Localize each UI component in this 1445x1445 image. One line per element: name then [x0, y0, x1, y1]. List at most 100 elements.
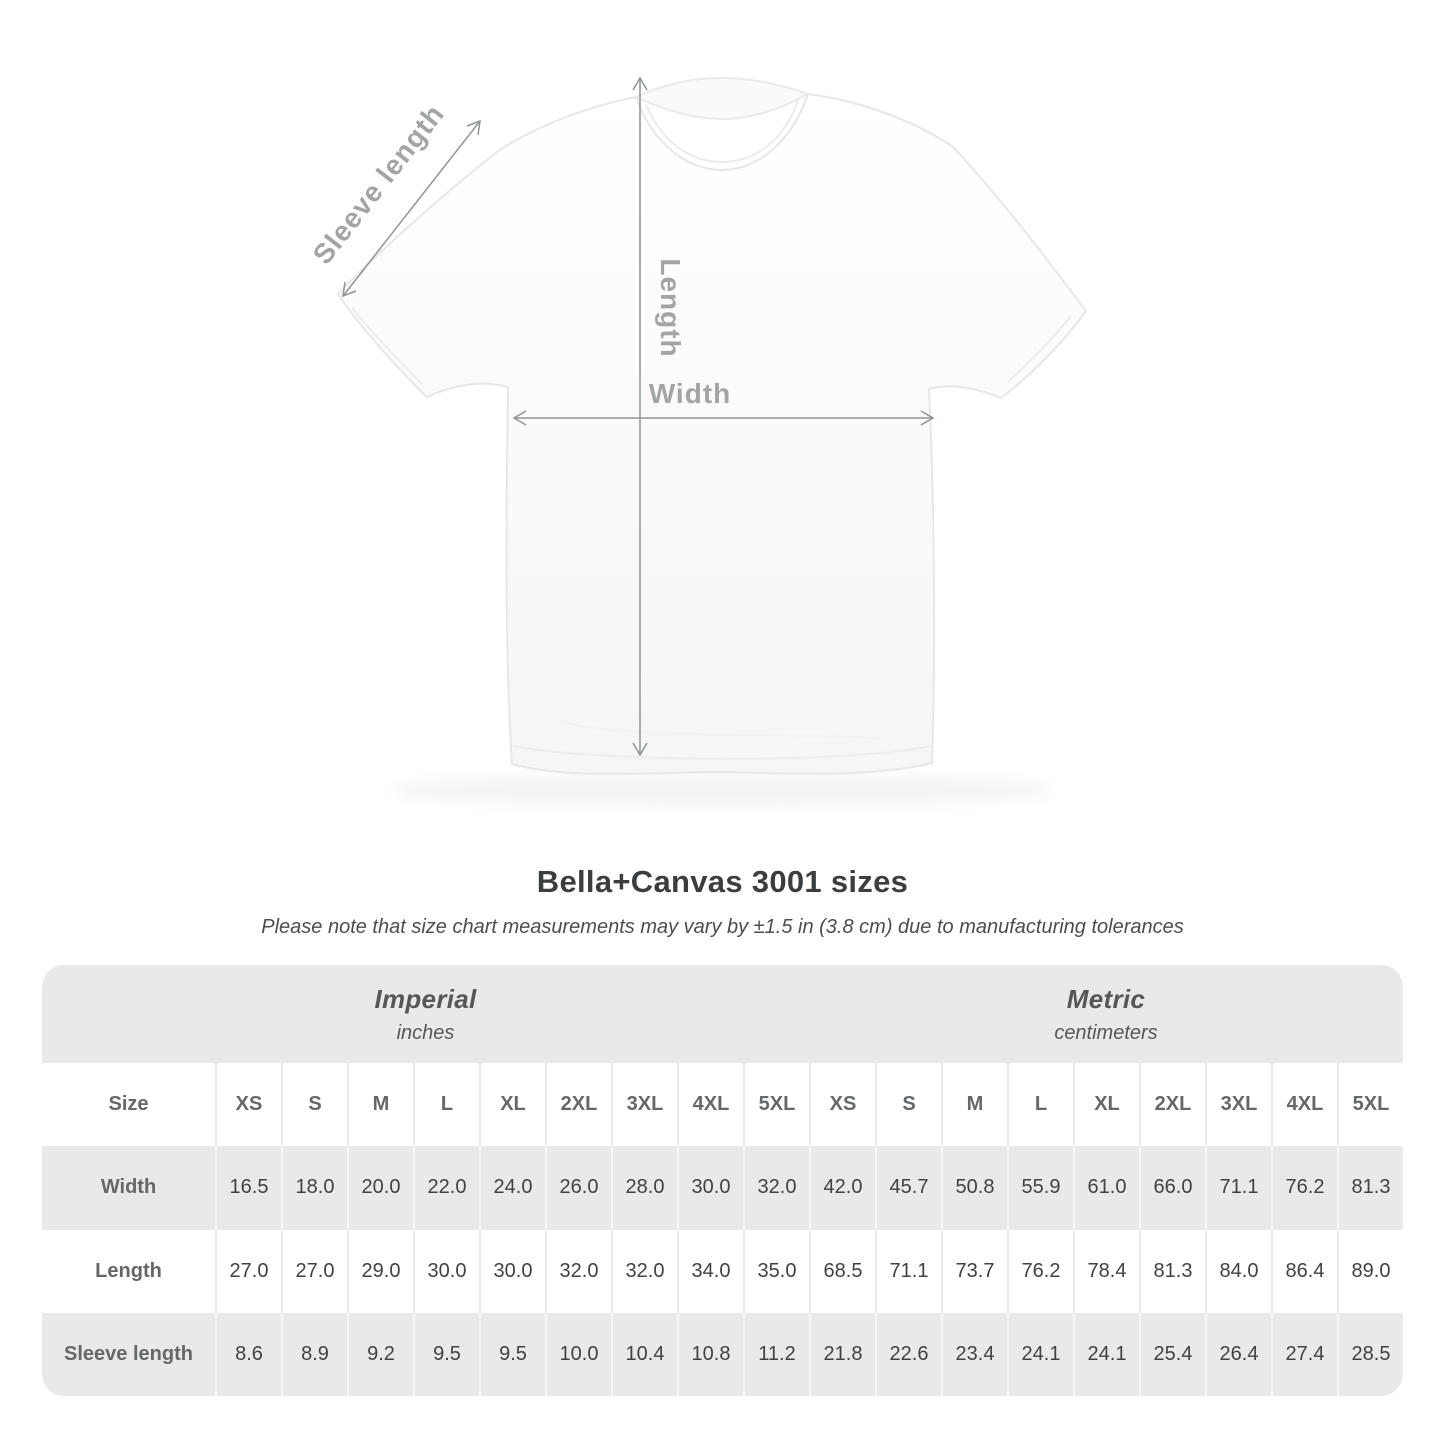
value-cell: 73.7	[941, 1229, 1007, 1313]
table-body: Size XS S M L XL 2XL 3XL 4XL 5XL XS S M L XL 2XL 3XL 4XL 5…	[42, 1063, 1403, 1396]
size-header-row: Size XS S M L XL 2XL 3XL 4XL 5XL XS S M L XL 2XL 3XL 4XL 5…	[42, 1063, 1403, 1147]
value-cell: 25.4	[1139, 1312, 1205, 1396]
size-table: Imperial inches Metric centimeters Size X…	[42, 965, 1403, 1396]
value-cell: 34.0	[677, 1229, 743, 1313]
unit-header-row: Imperial inches Metric centimeters	[42, 965, 1403, 1063]
right-cuff-seam	[1007, 315, 1072, 383]
tshirt-graphic	[337, 77, 1087, 775]
size-col-header: L	[413, 1063, 479, 1147]
value-cell: 32.0	[545, 1229, 611, 1313]
size-col-header: 2XL	[545, 1063, 611, 1147]
size-col-header: 3XL	[1205, 1063, 1271, 1147]
imperial-unit: inches	[396, 1021, 455, 1044]
imperial-header: Imperial inches	[42, 965, 809, 1063]
value-cell: 66.0	[1139, 1146, 1205, 1230]
metric-unit: centimeters	[1054, 1021, 1158, 1044]
value-cell: 24.1	[1007, 1312, 1073, 1396]
value-cell: 71.1	[1205, 1146, 1271, 1230]
left-cuff-seam	[351, 307, 423, 385]
size-col-header: 3XL	[611, 1063, 677, 1147]
size-row-label: Size	[108, 1093, 149, 1116]
value-cell: 61.0	[1073, 1146, 1139, 1230]
size-col-header: XS	[809, 1063, 875, 1147]
size-col-header: S	[875, 1063, 941, 1147]
value-cell: 32.0	[611, 1229, 677, 1313]
value-cell: 21.8	[809, 1312, 875, 1396]
tolerance-note: Please note that size chart measurements…	[261, 916, 1184, 938]
value-cell: 78.4	[1073, 1229, 1139, 1313]
value-cell: 20.0	[347, 1146, 413, 1230]
size-col-header: 5XL	[1337, 1063, 1403, 1147]
row-label: Sleeve length	[64, 1342, 193, 1365]
value-cell: 18.0	[281, 1146, 347, 1230]
value-cell: 28.0	[611, 1146, 677, 1230]
value-cell: 24.0	[479, 1146, 545, 1230]
value-cell: 8.6	[215, 1312, 281, 1396]
value-cell: 29.0	[347, 1229, 413, 1313]
value-cell: 30.0	[479, 1229, 545, 1313]
size-col-header: M	[941, 1063, 1007, 1147]
value-cell: 24.1	[1073, 1312, 1139, 1396]
measure-row: Sleeve length 8.6 8.9 9.2 9.5 9.5 10.0 10.4 10.8…	[42, 1312, 1403, 1396]
length-arrow	[632, 76, 648, 757]
length-label: Length	[655, 258, 686, 357]
value-cell: 9.5	[413, 1312, 479, 1396]
value-cell: 9.2	[347, 1312, 413, 1396]
sleeve-length-arrow	[342, 119, 481, 298]
size-col-header: 4XL	[677, 1063, 743, 1147]
value-cell: 68.5	[809, 1229, 875, 1313]
value-cell: 81.3	[1337, 1146, 1403, 1230]
collar-back	[635, 77, 809, 120]
value-cell: 89.0	[1337, 1229, 1403, 1313]
value-cell: 55.9	[1007, 1146, 1073, 1230]
value-cell: 10.4	[611, 1312, 677, 1396]
collar-ribbing	[645, 100, 799, 164]
value-cell: 32.0	[743, 1146, 809, 1230]
value-cell: 30.0	[413, 1229, 479, 1313]
value-cell: 10.8	[677, 1312, 743, 1396]
width-arrow	[512, 410, 935, 426]
row-label: Width	[100, 1176, 157, 1199]
value-cell: 26.4	[1205, 1312, 1271, 1396]
value-cell: 81.3	[1139, 1229, 1205, 1313]
value-cell: 50.8	[941, 1146, 1007, 1230]
width-label: Width	[649, 378, 732, 409]
value-cell: 76.2	[1007, 1229, 1073, 1313]
size-col-header: 4XL	[1271, 1063, 1337, 1147]
value-cell: 35.0	[743, 1229, 809, 1313]
value-cell: 45.7	[875, 1146, 941, 1230]
metric-header: Metric centimeters	[809, 965, 1403, 1063]
value-cell: 71.1	[875, 1229, 941, 1313]
value-cell: 86.4	[1271, 1229, 1337, 1313]
value-cell: 26.0	[545, 1146, 611, 1230]
metric-title: Metric	[1066, 983, 1146, 1014]
value-cell: 10.0	[545, 1312, 611, 1396]
size-col-header: XL	[479, 1063, 545, 1147]
value-cell: 8.9	[281, 1312, 347, 1396]
size-guide-figure: Sleeve length Length Width	[307, 76, 1087, 805]
size-col-header: 2XL	[1139, 1063, 1205, 1147]
value-cell: 42.0	[809, 1146, 875, 1230]
value-cell: 28.5	[1337, 1312, 1403, 1396]
size-col-header: 5XL	[743, 1063, 809, 1147]
imperial-title: Imperial	[374, 983, 477, 1014]
size-col-header: XS	[215, 1063, 281, 1147]
value-cell: 30.0	[677, 1146, 743, 1230]
page-title: Bella+Canvas 3001 sizes	[536, 864, 909, 899]
value-cell: 11.2	[743, 1312, 809, 1396]
value-cell: 27.0	[215, 1229, 281, 1313]
measure-row: Length 27.0 27.0 29.0 30.0 30.0 32.0 32.0 34.0 35…	[42, 1229, 1403, 1313]
shirt-shadow	[392, 775, 1052, 805]
row-label: Length	[95, 1259, 162, 1282]
size-col-header: M	[347, 1063, 413, 1147]
value-cell: 22.0	[413, 1146, 479, 1230]
value-cell: 27.0	[281, 1229, 347, 1313]
value-cell: 9.5	[479, 1312, 545, 1396]
hem-wrinkle	[559, 721, 881, 739]
size-col-header: L	[1007, 1063, 1073, 1147]
value-cell: 76.2	[1271, 1146, 1337, 1230]
value-cell: 27.4	[1271, 1312, 1337, 1396]
value-cell: 84.0	[1205, 1229, 1271, 1313]
value-cell: 16.5	[215, 1146, 281, 1230]
